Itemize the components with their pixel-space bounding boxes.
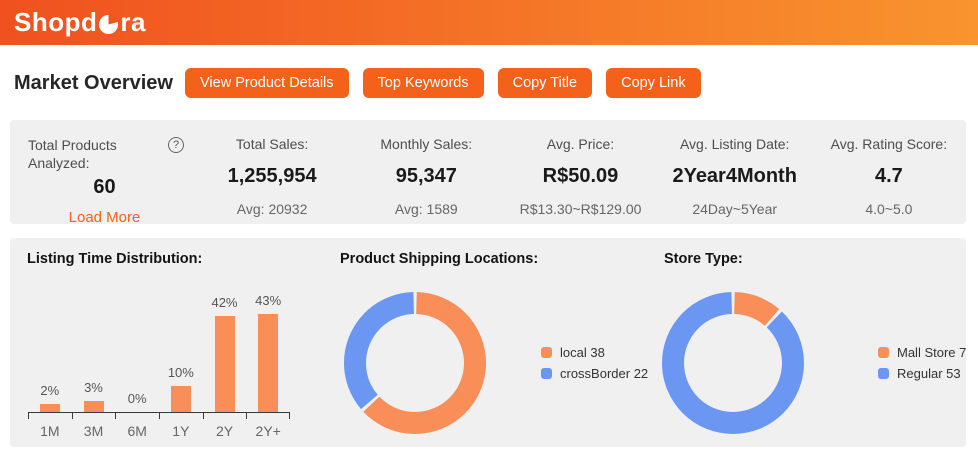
axis-tick-label: 6M: [127, 423, 147, 439]
bar-2Y+: [258, 314, 279, 412]
bar-value-label: 2%: [40, 383, 60, 398]
chart-title: Product Shipping Locations:: [340, 251, 539, 267]
stat-sub: 24Day~5Year: [692, 201, 778, 217]
toolbar: Market Overview View Product Details Top…: [0, 55, 978, 111]
axis-tick: [115, 412, 117, 419]
copy-title-button[interactable]: Copy Title: [497, 68, 593, 98]
legend-label: Mall Store 7: [897, 345, 967, 360]
stat-value: R$50.09: [542, 165, 619, 187]
stat-label: Monthly Sales:: [380, 136, 473, 152]
axis-tick: [289, 412, 290, 419]
axis-tick: [28, 412, 29, 419]
logo-pie-icon: [99, 14, 119, 34]
app-header: Shopd ra: [0, 0, 978, 45]
charts-panel: Listing Time Distribution: 2% 3% 0% 10% 42% 4…: [10, 238, 966, 447]
shopdora-logo[interactable]: Shopd ra: [14, 7, 146, 38]
axis-tick-label: 1Y: [172, 423, 190, 439]
legend-swatch: [541, 368, 552, 379]
shipping-legend: local 38 crossBorder 22: [541, 342, 648, 384]
legend-swatch: [541, 347, 552, 358]
legend-item-crossBorder[interactable]: crossBorder 22: [541, 363, 648, 384]
axis-tick: [71, 412, 73, 419]
store-type-chart: Store Type: Mall Store 7 Regular 53: [656, 238, 966, 447]
stat-sub: Avg: 1589: [394, 201, 458, 217]
help-icon[interactable]: ?: [168, 137, 184, 153]
logo-text-suffix: ra: [120, 7, 146, 37]
stat-total-sales: Total Sales: 1,255,954 Avg: 20932: [195, 120, 349, 242]
store-type-legend: Mall Store 7 Regular 53: [878, 342, 966, 384]
legend-label: Regular 53: [897, 366, 961, 381]
stat-monthly-sales: Monthly Sales: 95,347 Avg: 1589: [349, 120, 503, 242]
stat-label: Avg. Price:: [546, 136, 615, 152]
bar-value-label: 42%: [211, 295, 238, 310]
legend-item-Mall Store[interactable]: Mall Store 7: [878, 342, 966, 363]
legend-label: local 38: [560, 345, 605, 360]
stat-value: 1,255,954: [227, 165, 317, 187]
donut-slice-crossBorder: [344, 292, 486, 434]
logo-text-prefix: Shopd: [14, 7, 98, 37]
legend-item-Regular[interactable]: Regular 53: [878, 363, 966, 384]
load-more-link[interactable]: Load More: [68, 209, 141, 226]
bar-value-label: 43%: [255, 293, 282, 308]
legend-item-local[interactable]: local 38: [541, 342, 648, 363]
stat-label: Avg. Rating Score:: [830, 136, 948, 152]
donut-slice-local: [344, 292, 486, 434]
axis-tick-label: 2Y: [215, 423, 234, 439]
bar-1M: [39, 404, 60, 412]
bar-chart-plot: 2% 3% 0% 10% 42% 43%: [28, 293, 290, 419]
page-title: Market Overview: [14, 71, 173, 94]
axis-tick: [202, 412, 204, 419]
stat-value: 4.7: [874, 165, 903, 187]
shipping-locations-chart: Product Shipping Locations: local 38 cros…: [330, 238, 656, 447]
bar-value-label: 10%: [167, 365, 194, 380]
axis-tick-label: 2Y+: [255, 423, 281, 439]
stat-label: Total Sales:: [235, 136, 309, 152]
shipping-donut-chart: [344, 292, 486, 434]
axis-tick-label: 1M: [40, 423, 60, 439]
stat-sub: 4.0~5.0: [865, 201, 913, 217]
bar-chart-categories: 1M 3M 6M 1Y 2Y 2Y+: [28, 423, 290, 439]
bar-value-label: 3%: [84, 380, 103, 395]
bar-2Y: [214, 316, 235, 412]
donut-slice-Regular: [662, 292, 804, 434]
chart-title: Listing Time Distribution:: [27, 251, 203, 267]
bar-1Y: [170, 386, 191, 412]
bar-3M: [83, 401, 104, 412]
stat-value: 60: [93, 176, 116, 198]
stat-avg-rating: Avg. Rating Score: 4.7 4.0~5.0: [812, 120, 966, 242]
legend-swatch: [878, 347, 889, 358]
stat-avg-listing-date: Avg. Listing Date: 2Year4Month 24Day~5Ye…: [658, 120, 812, 242]
stat-label: Total Products Analyzed:: [28, 137, 117, 171]
bar-value-label: 0%: [127, 391, 147, 406]
axis-tick: [246, 412, 248, 419]
chart-title: Store Type:: [664, 251, 743, 267]
copy-link-button[interactable]: Copy Link: [606, 68, 701, 98]
stat-total-products: Total Products Analyzed: ? 60 Load More: [10, 120, 195, 242]
stat-avg-price: Avg. Price: R$50.09 R$13.30~R$129.00: [503, 120, 657, 242]
stats-panel: Total Products Analyzed: ? 60 Load More …: [10, 120, 966, 226]
axis-tick-label: 3M: [83, 423, 104, 439]
stat-sub: R$13.30~R$129.00: [519, 201, 642, 217]
view-product-details-button[interactable]: View Product Details: [185, 68, 349, 98]
stat-value: 2Year4Month: [672, 165, 797, 187]
stat-label: Avg. Listing Date:: [679, 136, 790, 152]
axis-tick: [159, 412, 160, 419]
legend-swatch: [878, 368, 889, 379]
stat-value: 95,347: [395, 165, 457, 187]
listing-time-chart: Listing Time Distribution: 2% 3% 0% 10% 42% 4…: [10, 238, 330, 447]
legend-label: crossBorder 22: [560, 366, 649, 381]
store-type-donut-chart: [662, 292, 804, 434]
stat-sub: Avg: 20932: [236, 201, 308, 217]
top-keywords-button[interactable]: Top Keywords: [362, 68, 484, 98]
